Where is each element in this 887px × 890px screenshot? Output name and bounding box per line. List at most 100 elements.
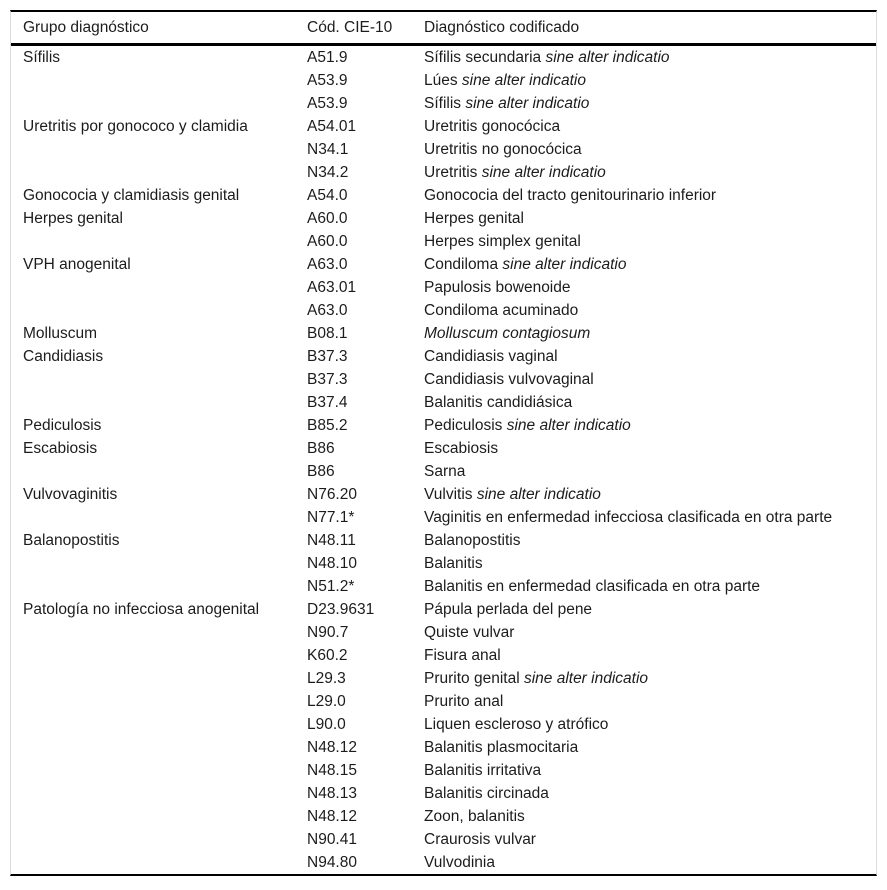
cell-cie10-code: A51.9 (307, 49, 348, 66)
diagnosis-text: Herpes simplex genital (424, 233, 581, 250)
diagnosis-text: Balanopostitis (424, 532, 521, 549)
cell-coded-diagnosis: Herpes simplex genital (424, 230, 876, 253)
table-row: B37.3 Candidiasis vulvovaginal (11, 368, 876, 391)
cell-cie10-code: N48.15 (307, 762, 357, 779)
cell-cie10-code: N48.12 (307, 808, 357, 825)
table-row: VPH anogenital A63.0 Condiloma sine alte… (11, 253, 876, 276)
cell-diagnostic-group: Gonococia y clamidiasis genital (23, 187, 240, 204)
table-row: N51.2* Balanitis en enfermedad clasifica… (11, 575, 876, 598)
diagnosis-text: Balanitis candidiásica (424, 394, 573, 411)
cell-diagnostic-group: Balanopostitis (23, 532, 120, 549)
cell-diagnostic-group: Escabiosis (23, 440, 98, 457)
diagnosis-text: Escabiosis (424, 440, 499, 457)
table-row: A63.01 Papulosis bowenoide (11, 276, 876, 299)
cell-cie10-code: B37.3 (307, 348, 348, 365)
table-row: L29.3 Prurito genital sine alter indicat… (11, 667, 876, 690)
cell-cie10-code: A53.9 (307, 95, 348, 112)
table-row: Molluscum B08.1 Molluscum contagiosum (11, 322, 876, 345)
diagnosis-text: Balanitis irritativa (424, 762, 542, 779)
column-header-diagnostico-codificado: Diagnóstico codificado (424, 19, 580, 36)
cell-diagnostic-group (11, 805, 307, 828)
cell-cie10-code: B86 (307, 463, 335, 480)
cell-diagnostic-group (11, 713, 307, 736)
cell-cie10-code: A63.01 (307, 279, 357, 296)
diagnosis-text: Pápula perlada del pene (424, 601, 593, 618)
cell-cie10-code: L90.0 (307, 716, 346, 733)
table-row: B37.4 Balanitis candidiásica (11, 391, 876, 414)
cell-coded-diagnosis: Pediculosis sine alter indicatio (424, 414, 876, 437)
cell-coded-diagnosis: Candidiasis vaginal (424, 345, 876, 368)
diagnosis-text: Vulvitis (424, 486, 477, 503)
cell-cie10-code: N48.13 (307, 785, 357, 802)
cell-cie10-code: D23.9631 (307, 601, 375, 618)
diagnosis-text: Quiste vulvar (424, 624, 515, 641)
cell-coded-diagnosis: Prurito genital sine alter indicatio (424, 667, 876, 690)
diagnosis-italic-text: sine alter indicatio (523, 670, 649, 687)
diagnosis-text: Candidiasis vulvovaginal (424, 371, 594, 388)
cell-coded-diagnosis: Lúes sine alter indicatio (424, 69, 876, 92)
cell-coded-diagnosis: Sarna (424, 460, 876, 483)
table-row: N77.1* Vaginitis en enfermedad infeccios… (11, 506, 876, 529)
cell-coded-diagnosis: Vaginitis en enfermedad infecciosa clasi… (424, 506, 876, 529)
cell-diagnostic-group: Pediculosis (23, 417, 102, 434)
cell-diagnostic-group (11, 828, 307, 851)
cell-coded-diagnosis: Balanopostitis (424, 529, 876, 552)
diagnosis-italic-text: Molluscum contagiosum (424, 325, 591, 342)
cell-coded-diagnosis: Molluscum contagiosum (424, 322, 876, 345)
cell-diagnostic-group (11, 299, 307, 322)
cell-cie10-code: N77.1* (307, 509, 355, 526)
cell-coded-diagnosis: Craurosis vulvar (424, 828, 876, 851)
cell-coded-diagnosis: Condiloma sine alter indicatio (424, 253, 876, 276)
cell-diagnostic-group: Uretritis por gonococo y clamidia (23, 118, 248, 135)
cell-diagnostic-group (11, 644, 307, 667)
diagnosis-text: Zoon, balanitis (424, 808, 525, 825)
cell-coded-diagnosis: Condiloma acuminado (424, 299, 876, 322)
cell-coded-diagnosis: Fisura anal (424, 644, 876, 667)
table-row: Sífilis A51.9 Sífilis secundaria sine al… (11, 46, 876, 69)
cell-diagnostic-group (11, 575, 307, 598)
cell-cie10-code: B86 (307, 440, 335, 457)
column-header-cod-cie10: Cód. CIE-10 (307, 19, 393, 36)
cell-cie10-code: N51.2* (307, 578, 355, 595)
diagnosis-text: Balanitis en enfermedad clasificada en o… (424, 578, 761, 595)
table-row: Balanopostitis N48.11 Balanopostitis (11, 529, 876, 552)
diagnosis-text: Craurosis vulvar (424, 831, 536, 848)
diagnosis-text: Candidiasis vaginal (424, 348, 558, 365)
cell-diagnostic-group (11, 230, 307, 253)
cell-diagnostic-group: VPH anogenital (23, 256, 131, 273)
diagnosis-italic-text: sine alter indicatio (461, 72, 586, 89)
cell-diagnostic-group (11, 736, 307, 759)
cell-coded-diagnosis: Vulvitis sine alter indicatio (424, 483, 876, 506)
diagnosis-text: Uretritis (424, 164, 482, 181)
cell-cie10-code: N76.20 (307, 486, 357, 503)
cell-cie10-code: N48.12 (307, 739, 357, 756)
table-row: Herpes genital A60.0 Herpes genital (11, 207, 876, 230)
cell-coded-diagnosis: Sífilis sine alter indicatio (424, 92, 876, 115)
cell-cie10-code: N48.11 (307, 532, 356, 549)
column-header-grupo-diagnostico: Grupo diagnóstico (23, 19, 149, 36)
table-row: N34.1 Uretritis no gonocócica (11, 138, 876, 161)
cell-cie10-code: A54.01 (307, 118, 357, 135)
cell-coded-diagnosis: Herpes genital (424, 207, 876, 230)
cell-cie10-code: A60.0 (307, 210, 348, 227)
cell-diagnostic-group (11, 138, 307, 161)
cell-cie10-code: N90.7 (307, 624, 349, 641)
cell-diagnostic-group (11, 759, 307, 782)
cell-diagnostic-group (11, 368, 307, 391)
diagnosis-text: Gonococia del tracto genitourinario infe… (424, 187, 717, 204)
diagnosis-text: Uretritis gonocócica (424, 118, 561, 135)
cell-cie10-code: K60.2 (307, 647, 348, 664)
cell-coded-diagnosis: Papulosis bowenoide (424, 276, 876, 299)
cell-diagnostic-group: Herpes genital (23, 210, 123, 227)
cell-coded-diagnosis: Liquen escleroso y atrófico (424, 713, 876, 736)
diagnosis-text: Pediculosis (424, 417, 507, 434)
cell-diagnostic-group (11, 552, 307, 575)
cell-diagnostic-group (11, 690, 307, 713)
diagnosis-text: Balanitis (424, 555, 483, 572)
cell-cie10-code: B37.3 (307, 371, 348, 388)
diagnosis-text: Herpes genital (424, 210, 524, 227)
cell-diagnostic-group (11, 621, 307, 644)
cell-diagnostic-group (11, 667, 307, 690)
cell-coded-diagnosis: Balanitis plasmocitaria (424, 736, 876, 759)
cell-cie10-code: A63.0 (307, 302, 348, 319)
